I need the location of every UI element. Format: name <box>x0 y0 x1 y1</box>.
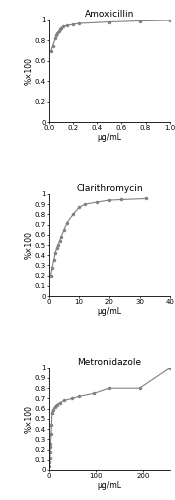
Y-axis label: %×100: %×100 <box>24 405 33 433</box>
Title: Clarithromycin: Clarithromycin <box>76 184 143 193</box>
Title: Metronidazole: Metronidazole <box>77 358 141 367</box>
Y-axis label: %×100: %×100 <box>24 231 33 259</box>
Y-axis label: %×100: %×100 <box>24 57 33 85</box>
X-axis label: μg/mL: μg/mL <box>97 306 121 316</box>
X-axis label: μg/mL: μg/mL <box>97 133 121 142</box>
X-axis label: μg/mL: μg/mL <box>97 480 121 490</box>
Title: Amoxicillin: Amoxicillin <box>85 10 134 19</box>
